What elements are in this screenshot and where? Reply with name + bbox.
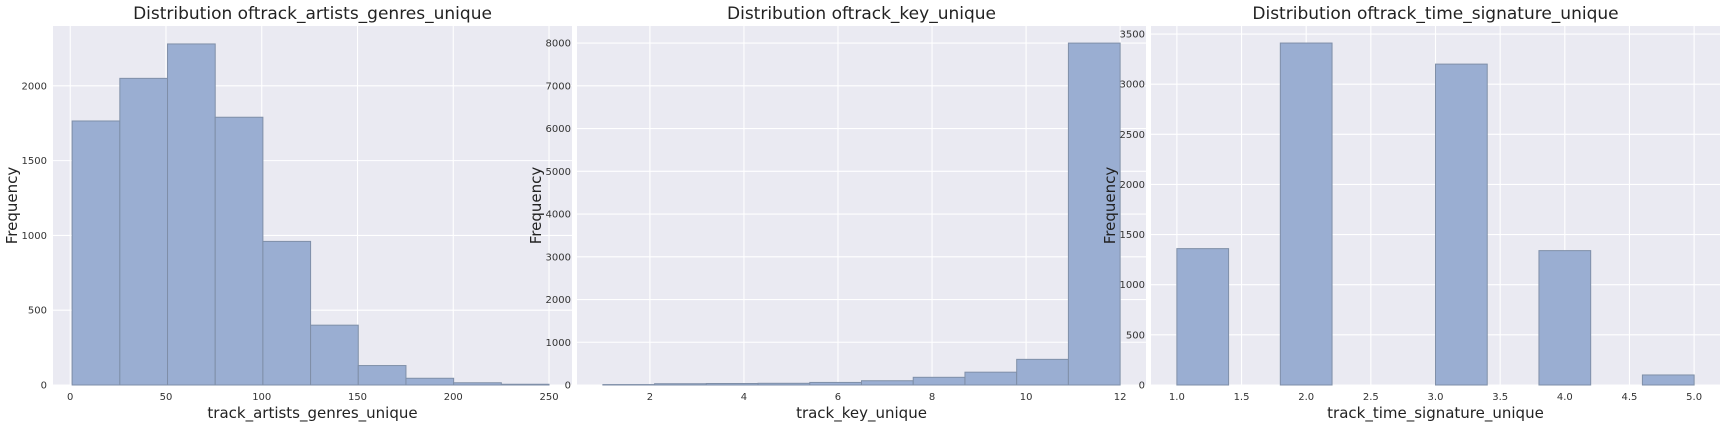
histogram-bar — [500, 383, 550, 386]
y-tick-label: 1500 — [22, 156, 47, 167]
x-tick-label: 12 — [1114, 392, 1127, 403]
x-tick-label: 4.0 — [1557, 392, 1573, 403]
x-tick-label: 50 — [160, 392, 173, 403]
x-tick-label: 2.0 — [1298, 392, 1314, 403]
y-tick-label: 7000 — [546, 81, 571, 92]
y-tick-label: 2500 — [1120, 130, 1145, 141]
x-tick-label: 8 — [929, 392, 935, 403]
histogram-bar — [1435, 63, 1488, 386]
histogram-bar — [1279, 42, 1333, 386]
x-tick-label: 4.5 — [1622, 392, 1638, 403]
y-tick-label: 2000 — [22, 81, 47, 92]
histogram-bar — [861, 380, 914, 386]
histogram-bar — [705, 383, 759, 386]
x-tick-label: 150 — [348, 392, 367, 403]
x-axis-label: track_key_unique — [796, 404, 927, 423]
x-tick-label: 5.0 — [1686, 392, 1702, 403]
chart-panel-time-signature: 0 500 1000 1500 2000 2500 3000 3500 1.0 1.5 2.0 2.5… — [1101, 4, 1720, 423]
histogram-bar — [1016, 358, 1069, 386]
x-tick-label: 200 — [444, 392, 463, 403]
y-tick-label: 500 — [1126, 330, 1145, 341]
y-tick-label: 8000 — [546, 39, 571, 50]
x-tick-label: 1.0 — [1169, 392, 1185, 403]
y-tick-label: 0 — [565, 381, 571, 392]
histogram-bar — [405, 377, 455, 386]
histogram-bar — [310, 324, 359, 386]
histogram-bar — [167, 43, 216, 386]
y-tick-label: 4000 — [546, 210, 571, 221]
x-tick-label: 250 — [539, 392, 558, 403]
chart-title: Distribution oftrack_time_signature_uniq… — [1252, 4, 1618, 24]
y-tick-label: 500 — [28, 306, 47, 317]
x-tick-label: 2 — [647, 392, 653, 403]
histogram-bar — [1641, 374, 1695, 386]
x-tick-label: 3.0 — [1428, 392, 1444, 403]
y-tick-label: 6000 — [546, 124, 571, 135]
y-tick-label: 0 — [1139, 381, 1145, 392]
y-tick-label: 3500 — [1120, 30, 1145, 41]
y-tick-label: 3000 — [546, 252, 571, 263]
x-axis-label: track_artists_genres_unique — [207, 404, 417, 423]
histogram-bar — [1176, 248, 1230, 386]
histogram-bar — [262, 240, 312, 386]
y-tick-label: 3000 — [1120, 80, 1145, 91]
x-tick-label: 4 — [741, 392, 747, 403]
y-tick-label: 2000 — [546, 295, 571, 306]
y-tick-label: 0 — [41, 381, 47, 392]
x-tick-label: 100 — [252, 392, 271, 403]
histogram-bar — [1067, 42, 1121, 386]
y-axis-label: Frequency — [1101, 167, 1119, 245]
histogram-bar — [809, 381, 862, 386]
x-tick-label: 1.5 — [1234, 392, 1250, 403]
y-axis-label: Frequency — [3, 167, 21, 245]
x-tick-label: 0 — [67, 392, 73, 403]
x-tick-label: 3.5 — [1492, 392, 1508, 403]
y-tick-label: 1000 — [546, 338, 571, 349]
chart-title: Distribution oftrack_artists_genres_uniq… — [133, 4, 492, 24]
histogram-bar — [757, 382, 811, 386]
histogram-bar — [654, 383, 707, 386]
histogram-bar — [912, 376, 966, 386]
histogram-bar — [71, 120, 121, 386]
x-tick-label: 10 — [1020, 392, 1033, 403]
plot-area — [577, 26, 1146, 385]
histogram-bar — [119, 77, 169, 386]
y-axis-label: Frequency — [527, 167, 545, 245]
histogram-bar — [453, 382, 502, 386]
y-tick-label: 1000 — [22, 231, 47, 242]
histogram-bar — [214, 116, 264, 386]
histogram-bar — [1538, 250, 1592, 386]
y-tick-label: 1500 — [1120, 230, 1145, 241]
x-tick-label: 2.5 — [1363, 392, 1379, 403]
histogram-bar — [357, 365, 407, 386]
y-tick-label: 2000 — [1120, 180, 1145, 191]
histogram-bar — [964, 371, 1018, 386]
y-tick-label: 1000 — [1120, 280, 1145, 291]
x-tick-label: 6 — [835, 392, 841, 403]
y-tick-label: 5000 — [546, 167, 571, 178]
chart-title: Distribution oftrack_key_unique — [727, 4, 996, 24]
x-axis-label: track_time_signature_unique — [1327, 404, 1544, 423]
chart-panel-artists-genres: 0 500 1000 1500 2000 0 50 100 150 200 250 Distribut… — [3, 4, 572, 423]
